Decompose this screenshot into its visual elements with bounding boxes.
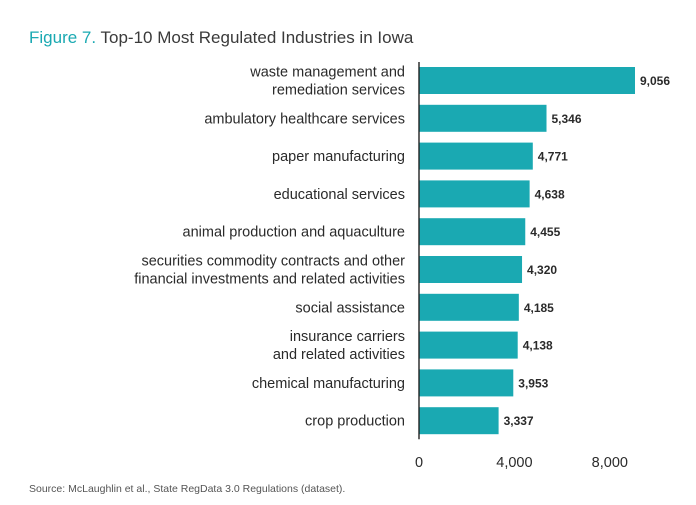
bar bbox=[419, 407, 499, 435]
category-label: educational services bbox=[274, 187, 405, 203]
value-label: 9,056 bbox=[640, 74, 670, 88]
figure-title: Top-10 Most Regulated Industries in Iowa bbox=[100, 28, 414, 47]
category-label: securities commodity contracts and other bbox=[141, 254, 405, 270]
value-label: 5,346 bbox=[552, 112, 582, 126]
category-label: crop production bbox=[305, 414, 405, 430]
category-label: and related activities bbox=[273, 347, 405, 363]
value-label: 3,953 bbox=[518, 376, 548, 390]
value-label: 4,455 bbox=[530, 225, 560, 239]
category-label: financial investments and related activi… bbox=[134, 272, 405, 288]
figure-label: Figure 7. bbox=[29, 28, 97, 47]
bar bbox=[419, 293, 519, 321]
category-label: waste management and bbox=[249, 65, 405, 81]
category-label: animal production and aquaculture bbox=[183, 225, 405, 241]
bar bbox=[419, 256, 523, 283]
bar bbox=[419, 142, 533, 170]
x-tick-label: 4,000 bbox=[496, 455, 532, 471]
value-label: 3,337 bbox=[504, 414, 534, 428]
x-tick-label: 8,000 bbox=[592, 455, 628, 471]
bar bbox=[419, 67, 635, 94]
value-label: 4,638 bbox=[535, 187, 565, 201]
category-label: paper manufacturing bbox=[272, 149, 405, 165]
value-label: 4,320 bbox=[527, 263, 557, 277]
bar bbox=[419, 104, 547, 132]
value-label: 4,771 bbox=[538, 150, 568, 164]
category-label: remediation services bbox=[272, 83, 405, 99]
value-label: 4,185 bbox=[524, 301, 554, 315]
value-label: 4,138 bbox=[523, 339, 553, 353]
category-label: insurance carriers bbox=[290, 329, 405, 345]
category-label: social assistance bbox=[295, 300, 405, 316]
x-tick-label: 0 bbox=[415, 455, 423, 471]
source-note: Source: McLaughlin et al., State RegData… bbox=[29, 483, 346, 495]
bar bbox=[419, 369, 514, 397]
category-label: chemical manufacturing bbox=[252, 376, 405, 392]
category-label: ambulatory healthcare services bbox=[204, 111, 405, 127]
bar bbox=[419, 218, 526, 246]
bar bbox=[419, 180, 530, 208]
chart-title: Figure 7. Top-10 Most Regulated Industri… bbox=[29, 28, 413, 48]
bar bbox=[419, 331, 518, 359]
